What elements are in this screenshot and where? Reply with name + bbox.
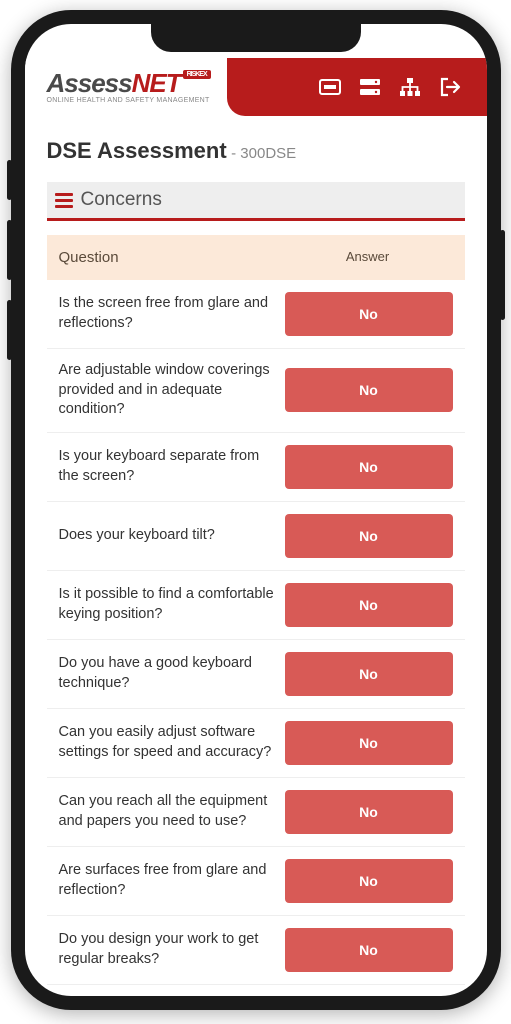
table-row: Does your keyboard tilt? No [47, 502, 465, 571]
table-row: Are adjustable window coverings provided… [47, 349, 465, 433]
answer-button[interactable]: No [285, 368, 453, 412]
question-text: Is it possible to find a comfortable key… [59, 585, 275, 624]
answer-button[interactable]: No [285, 652, 453, 696]
answer-button[interactable]: No [285, 445, 453, 489]
card-icon[interactable] [319, 79, 341, 95]
phone-side-button [500, 230, 505, 320]
answer-button[interactable]: No [285, 859, 453, 903]
page-title: DSE Assessment - 300DSE [47, 116, 465, 182]
logo-text: AssessNETRISKEX [47, 70, 211, 96]
question-text: Are adjustable window coverings provided… [59, 361, 275, 420]
answer-button[interactable]: No [285, 514, 453, 558]
phone-side-button [7, 220, 12, 280]
table-row: Are surfaces free from glare and reflect… [47, 847, 465, 916]
question-text: Is the screen free from glare and reflec… [59, 294, 275, 333]
logo-prefix: Assess [47, 68, 132, 98]
page-content: DSE Assessment - 300DSE Concerns Questio… [25, 116, 487, 996]
table-row: Can you easily adjust software settings … [47, 709, 465, 778]
phone-side-button [7, 300, 12, 360]
question-text: Can you reach all the equipment and pape… [59, 792, 275, 831]
question-text: Do you design your work to get regular b… [59, 930, 275, 969]
logo-tagline: ONLINE HEALTH AND SAFETY MANAGEMENT [47, 97, 210, 104]
column-question: Question [59, 249, 283, 266]
table-row: Is the screen free from glare and reflec… [47, 280, 465, 349]
sitemap-icon[interactable] [399, 77, 421, 97]
logo-accent: NET [132, 68, 181, 98]
table-header: Question Answer [47, 235, 465, 280]
answer-button[interactable]: No [285, 928, 453, 972]
answer-button[interactable]: No [285, 721, 453, 765]
question-text: Is your keyboard separate from the scree… [59, 447, 275, 486]
column-answer: Answer [283, 249, 453, 266]
section-title: Concerns [81, 189, 162, 211]
answer-button[interactable]: No [285, 292, 453, 336]
logo-container[interactable]: AssessNETRISKEX ONLINE HEALTH AND SAFETY… [25, 58, 227, 116]
answer-button[interactable]: No [285, 583, 453, 627]
page-title-main: DSE Assessment [47, 138, 227, 163]
section-header: Concerns [47, 182, 465, 221]
logout-icon[interactable] [439, 77, 461, 97]
question-list: Is the screen free from glare and reflec… [47, 280, 465, 985]
answer-button[interactable]: No [285, 790, 453, 834]
question-text: Does your keyboard tilt? [59, 526, 275, 546]
table-row: Is it possible to find a comfortable key… [47, 571, 465, 640]
question-text: Can you easily adjust software settings … [59, 723, 275, 762]
question-text: Do you have a good keyboard technique? [59, 654, 275, 693]
logo-badge: RISKEX [183, 70, 211, 79]
table-row: Do you design your work to get regular b… [47, 916, 465, 985]
phone-notch [151, 24, 361, 52]
server-icon[interactable] [359, 78, 381, 96]
phone-side-button [7, 160, 12, 200]
phone-frame: AssessNETRISKEX ONLINE HEALTH AND SAFETY… [11, 10, 501, 1010]
header-actions [227, 58, 487, 116]
menu-icon[interactable] [55, 193, 73, 208]
table-row: Is your keyboard separate from the scree… [47, 433, 465, 502]
phone-screen-wrap: AssessNETRISKEX ONLINE HEALTH AND SAFETY… [25, 24, 487, 996]
table-row: Can you reach all the equipment and pape… [47, 778, 465, 847]
question-text: Are surfaces free from glare and reflect… [59, 861, 275, 900]
app-screen: AssessNETRISKEX ONLINE HEALTH AND SAFETY… [25, 24, 487, 996]
table-row: Do you have a good keyboard technique? No [47, 640, 465, 709]
app-header: AssessNETRISKEX ONLINE HEALTH AND SAFETY… [25, 58, 487, 116]
page-title-sub: - 300DSE [231, 145, 296, 162]
